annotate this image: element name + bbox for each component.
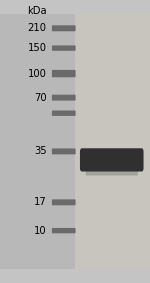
- FancyBboxPatch shape: [52, 199, 76, 205]
- Text: 17: 17: [34, 197, 46, 207]
- FancyBboxPatch shape: [52, 228, 76, 233]
- Text: 10: 10: [34, 226, 46, 236]
- FancyBboxPatch shape: [52, 25, 76, 31]
- FancyBboxPatch shape: [86, 167, 138, 175]
- FancyBboxPatch shape: [52, 148, 76, 155]
- Text: 70: 70: [34, 93, 46, 103]
- Text: 150: 150: [27, 43, 46, 53]
- FancyBboxPatch shape: [80, 148, 144, 171]
- Text: 100: 100: [28, 68, 46, 79]
- Text: 35: 35: [34, 146, 46, 156]
- FancyBboxPatch shape: [0, 14, 75, 269]
- FancyBboxPatch shape: [52, 95, 76, 100]
- Text: 210: 210: [27, 23, 46, 33]
- Text: kDa: kDa: [27, 6, 46, 16]
- FancyBboxPatch shape: [52, 45, 76, 51]
- FancyBboxPatch shape: [52, 70, 76, 77]
- FancyBboxPatch shape: [52, 110, 76, 116]
- FancyBboxPatch shape: [75, 14, 150, 269]
